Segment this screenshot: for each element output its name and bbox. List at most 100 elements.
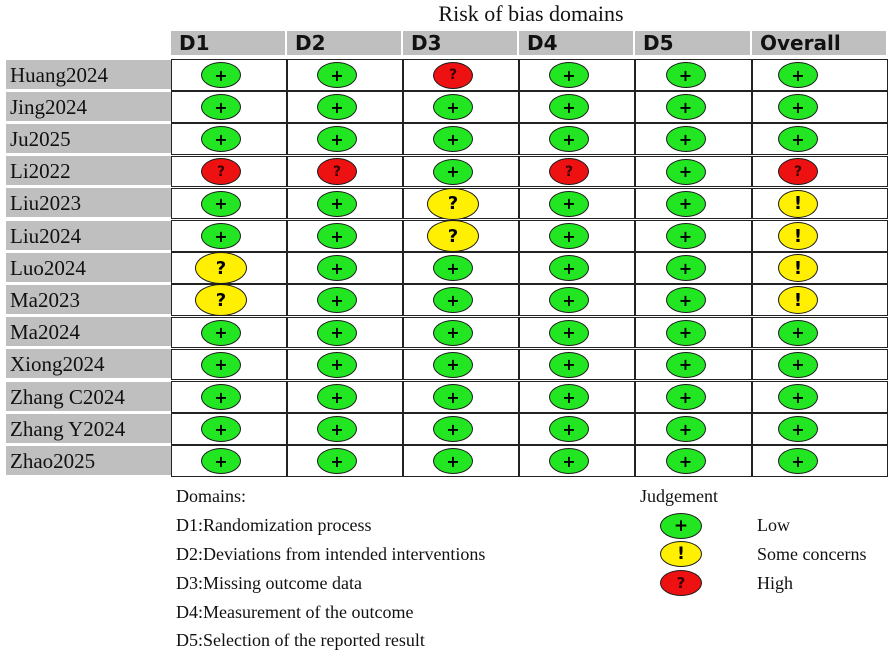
domain-description-d1: D1:Randomization process [176,515,372,535]
judgement-low-marker-icon: + [778,384,818,410]
judgement-low-marker-icon: + [778,94,818,121]
judgement-low-marker-icon: + [549,223,589,249]
column-header-d3: D3 [403,31,517,55]
legend-low-label: Low [757,515,790,535]
judgement-low-marker-icon: + [201,190,241,217]
judgement-low-marker-icon: + [433,255,473,282]
judgement-low-marker-icon: + [201,416,241,443]
judgement-low-marker-icon: + [665,287,706,314]
judgement-low-marker-icon: + [433,158,473,185]
judgement-some-marker-icon: ! [778,254,818,283]
judgement-low-marker-icon: + [433,94,473,121]
judgement-low-marker-icon: + [778,448,818,475]
table-cell [752,59,888,91]
judgement-some-marker-icon: ? [195,284,247,317]
table-cell [752,220,888,252]
table-cell [752,413,888,445]
judgement-low-marker-icon: + [201,94,241,121]
judgement-low-marker-icon: + [665,448,706,475]
judgement-low-marker-icon: + [433,319,473,346]
judgement-low-marker-icon: + [433,126,473,153]
judgement-some-marker-icon: ? [427,187,479,220]
judgement-low-marker-icon: + [665,126,706,153]
judgement-high-marker-icon: ? [201,158,241,186]
judgement-low-marker-icon: + [665,158,706,185]
judgement-low-marker-icon: + [549,255,589,282]
table-cell [752,348,888,381]
judgement-some-marker-icon: ? [427,220,479,252]
legend-high-marker-icon: ? [660,570,702,596]
study-label: Xiong2024 [6,349,171,379]
judgement-low-marker-icon: + [549,287,589,314]
judgement-low-marker-icon: + [317,255,357,282]
judgement-low-marker-icon: + [433,448,473,475]
judgement-high-marker-icon: ? [433,61,473,89]
judgement-low-marker-icon: + [549,384,589,410]
table-cell [752,445,888,477]
judgement-low-marker-icon: + [549,126,589,153]
column-header-d1: D1 [171,31,285,55]
judgement-low-marker-icon: + [665,319,706,346]
judgement-low-marker-icon: + [778,126,818,153]
judgement-low-marker-icon: + [201,62,241,88]
domain-description-d5: D5:Selection of the reported result [176,630,425,650]
legend-some-concerns-label: Some concerns [757,544,867,564]
judgement-low-marker-icon: + [317,287,357,314]
domains-legend-title: Domains: [176,486,246,506]
judgement-low-marker-icon: + [549,416,589,443]
judgement-low-marker-icon: + [201,351,241,378]
study-label: Ma2024 [6,317,171,347]
judgement-high-marker-icon: ? [778,158,818,186]
judgement-low-marker-icon: + [665,190,706,217]
study-label: Liu2024 [6,220,171,250]
judgement-low-marker-icon: + [665,351,706,378]
judgement-low-marker-icon: + [317,416,357,443]
study-label: Ju2025 [6,123,171,153]
judgement-low-marker-icon: + [433,351,473,378]
study-label: Ma2023 [6,284,171,314]
judgement-low-marker-icon: + [665,62,706,88]
study-label: Luo2024 [6,252,171,282]
judgement-low-marker-icon: + [549,94,589,121]
judgement-low-marker-icon: + [317,223,357,249]
table-cell [752,381,888,413]
judgement-low-marker-icon: + [201,223,241,249]
judgement-high-marker-icon: ? [317,158,357,186]
table-cell [752,316,888,349]
study-label: Li2022 [6,156,171,186]
risk-of-bias-table: D1 D2 D3 D4 D5 Overall Huang2024 + +? + + + Jing2024… [6,31,888,477]
table-cell [752,284,888,316]
judgement-low-marker-icon: + [549,448,589,475]
table-cell [752,252,888,284]
judgement-low-marker-icon: + [665,223,706,249]
column-header-d4: D4 [519,31,633,55]
judgement-low-marker-icon: + [549,190,589,217]
study-label: Liu2023 [6,188,171,218]
column-header-d2: D2 [287,31,401,55]
judgement-low-marker-icon: + [778,351,818,378]
judgement-low-marker-icon: + [549,319,589,346]
judgement-low-marker-icon: + [201,126,241,153]
judgement-some-marker-icon: ! [778,189,818,218]
judgement-low-marker-icon: + [317,94,357,121]
judgement-low-marker-icon: + [433,416,473,443]
judgement-low-marker-icon: + [549,351,589,378]
judgement-low-marker-icon: + [665,416,706,443]
domain-description-d3: D3:Missing outcome data [176,573,362,593]
table-cell [752,91,888,123]
judgement-low-marker-icon: + [778,319,818,346]
judgement-low-marker-icon: + [665,255,706,282]
legend-high-label: High [757,573,793,593]
table-cell [752,155,888,188]
column-header-overall: Overall [752,31,886,55]
judgement-low-marker-icon: + [778,62,818,88]
judgement-low-marker-icon: + [201,384,241,410]
judgement-low-marker-icon: + [201,448,241,475]
chart-title: Risk of bias domains [438,1,624,26]
table-cell [752,187,888,220]
judgement-some-marker-icon: ! [778,286,818,315]
study-label: Huang2024 [6,59,171,89]
judgement-low-marker-icon: + [317,190,357,217]
legend-some-concerns-marker-icon: ! [660,541,702,567]
judgement-low-marker-icon: + [433,384,473,410]
